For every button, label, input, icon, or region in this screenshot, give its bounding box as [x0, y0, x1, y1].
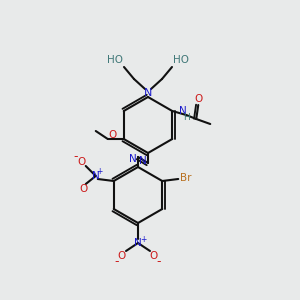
Text: N: N: [134, 238, 142, 248]
Text: -: -: [74, 151, 78, 164]
Text: N: N: [92, 171, 100, 181]
Text: O: O: [118, 251, 126, 261]
Text: -: -: [157, 256, 161, 268]
Text: O: O: [150, 251, 158, 261]
Text: N: N: [129, 154, 137, 164]
Text: N: N: [139, 156, 147, 166]
Text: +: +: [140, 235, 146, 244]
Text: O: O: [194, 94, 202, 104]
Text: HO: HO: [173, 55, 189, 65]
Text: +: +: [97, 167, 103, 176]
Text: N: N: [144, 88, 152, 98]
Text: O: O: [78, 157, 86, 167]
Text: HO: HO: [107, 55, 123, 65]
Text: Br: Br: [181, 173, 192, 183]
Text: N: N: [179, 106, 187, 116]
Text: -: -: [115, 256, 119, 268]
Text: H: H: [183, 113, 190, 122]
Text: O: O: [80, 184, 88, 194]
Text: O: O: [109, 130, 117, 140]
